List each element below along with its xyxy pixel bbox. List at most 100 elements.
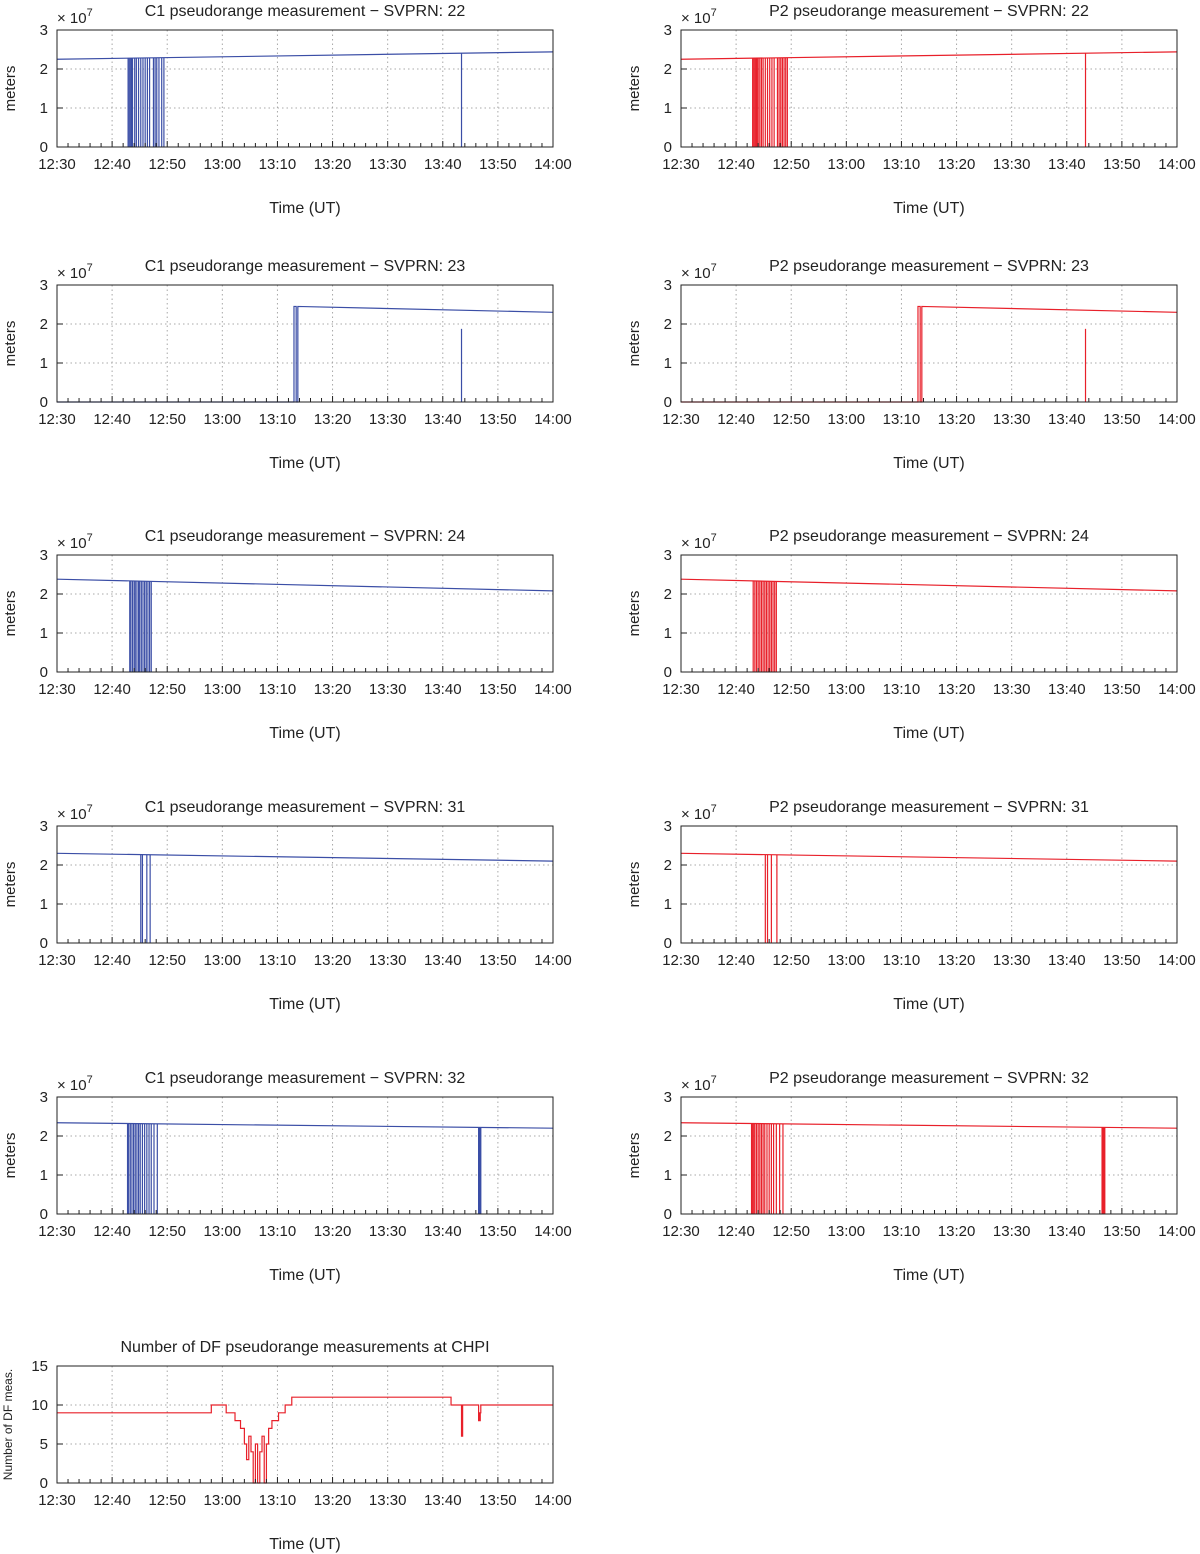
- chart-title: P2 pseudorange measurement − SVPRN: 23: [769, 258, 1089, 275]
- x-tick-label: 12:40: [717, 681, 755, 698]
- x-tick-label: 13:30: [993, 411, 1031, 428]
- y-tick-label: 2: [664, 61, 672, 78]
- x-tick-label: 13:50: [1103, 952, 1141, 969]
- x-tick-label: 14:00: [534, 156, 572, 173]
- chart-title: C1 pseudorange measurement − SVPRN: 24: [145, 528, 466, 545]
- x-tick-label: 13:10: [259, 1223, 297, 1240]
- plot-frame: [56, 1365, 554, 1484]
- series-line-c1: [56, 852, 554, 862]
- x-tick-label: 13:40: [1048, 952, 1086, 969]
- y-axis-label: meters: [626, 591, 643, 637]
- x-tick-label: 13:00: [828, 156, 866, 173]
- y-tick-label: 2: [40, 857, 48, 874]
- y-tick-label: 0: [664, 1206, 672, 1223]
- y-tick-label: 1: [40, 896, 48, 913]
- y-tick-label: 1: [664, 896, 672, 913]
- y-axis-label: meters: [2, 591, 19, 637]
- y-exponent-power: 7: [711, 1074, 717, 1086]
- x-tick-label: 14:00: [1158, 681, 1196, 698]
- x-tick-label: 13:00: [828, 1223, 866, 1240]
- x-tick-label: 13:30: [993, 1223, 1031, 1240]
- x-tick-label: 13:20: [938, 681, 976, 698]
- x-tick-label: 13:20: [938, 952, 976, 969]
- x-axis-label: Time (UT): [269, 996, 340, 1013]
- y-tick-label: 2: [664, 586, 672, 603]
- chart-p2-23: 12:30 12:40 12:50 13:00 13:10 13:20 13:30 13:40…: [626, 258, 1196, 472]
- x-tick-label: 13:20: [314, 411, 352, 428]
- y-tick-label: 0: [664, 394, 672, 411]
- y-tick-label: 2: [40, 61, 48, 78]
- x-tick-label: 14:00: [534, 1492, 572, 1509]
- chart-title: Number of DF pseudorange measurements at…: [120, 1339, 489, 1356]
- y-exponent-power: 7: [87, 532, 93, 544]
- chart-c1-32: 12:30 12:40 12:50 13:00 13:10 13:20 13:30 13:40…: [2, 1070, 572, 1284]
- x-axis-label: Time (UT): [269, 1536, 340, 1553]
- y-tick-label: 0: [664, 935, 672, 952]
- x-axis-label: Time (UT): [269, 455, 340, 472]
- y-tick-label: 1: [664, 1167, 672, 1184]
- x-tick-label: 13:50: [479, 156, 517, 173]
- y-tick-label: 0: [40, 139, 48, 156]
- x-tick-label: 12:40: [717, 1223, 755, 1240]
- chart-df-count: 12:30 12:40 12:50 13:00 13:10 13:20 13:30 13:40…: [1, 1339, 572, 1553]
- y-tick-label: 0: [40, 1475, 48, 1492]
- x-tick-label: 12:30: [662, 952, 700, 969]
- y-exponent-label: × 107: [681, 7, 717, 27]
- y-axis-label: meters: [626, 321, 643, 367]
- x-tick-label: 12:50: [148, 952, 186, 969]
- x-tick-label: 12:50: [772, 156, 810, 173]
- x-tick-label: 13:40: [424, 1223, 462, 1240]
- y-axis-label: meters: [2, 862, 19, 908]
- x-tick-label: 13:50: [479, 1492, 517, 1509]
- y-exponent-power: 7: [711, 803, 717, 815]
- x-tick-label: 13:20: [314, 156, 352, 173]
- x-tick-label: 12:50: [148, 411, 186, 428]
- series-line-c1: [57, 305, 554, 403]
- x-tick-label: 12:50: [148, 681, 186, 698]
- x-tick-label: 13:50: [479, 1223, 517, 1240]
- chart-title: C1 pseudorange measurement − SVPRN: 23: [145, 258, 466, 275]
- x-tick-label: 14:00: [1158, 156, 1196, 173]
- x-tick-label: 12:30: [662, 1223, 700, 1240]
- x-axis-label: Time (UT): [893, 725, 964, 742]
- x-tick-label: 12:50: [772, 411, 810, 428]
- x-tick-label: 13:10: [883, 156, 921, 173]
- y-exponent-power: 7: [711, 7, 717, 19]
- chart-c1-22: 12:30 12:40 12:50 13:00 13:10 13:20 13:30 13:40…: [2, 3, 572, 217]
- x-tick-label: 13:00: [828, 952, 866, 969]
- x-tick-label: 12:40: [717, 411, 755, 428]
- x-tick-label: 12:30: [38, 411, 76, 428]
- x-tick-label: 12:40: [717, 156, 755, 173]
- y-axis-label: meters: [2, 321, 19, 367]
- chart-c1-31: 12:30 12:40 12:50 13:00 13:10 13:20 13:30 13:40…: [2, 799, 572, 1013]
- x-tick-label: 13:00: [204, 952, 242, 969]
- x-tick-label: 13:30: [369, 411, 407, 428]
- x-axis-label: Time (UT): [893, 1267, 964, 1284]
- y-axis-label: meters: [2, 1133, 19, 1179]
- chart-c1-24: 12:30 12:40 12:50 13:00 13:10 13:20 13:30 13:40…: [2, 528, 572, 742]
- x-tick-label: 13:10: [883, 952, 921, 969]
- x-tick-label: 13:10: [259, 681, 297, 698]
- plot-frame: [680, 284, 1178, 403]
- x-tick-label: 13:10: [259, 952, 297, 969]
- x-tick-label: 13:40: [1048, 156, 1086, 173]
- x-tick-label: 13:20: [314, 1223, 352, 1240]
- y-tick-label: 0: [40, 935, 48, 952]
- x-tick-label: 13:50: [479, 952, 517, 969]
- x-tick-label: 13:30: [369, 952, 407, 969]
- series-line-p2: [680, 852, 1178, 862]
- y-tick-label: 2: [664, 857, 672, 874]
- x-tick-label: 13:30: [369, 681, 407, 698]
- y-exponent-label: × 107: [681, 1074, 717, 1094]
- plot-frame: [56, 825, 554, 944]
- x-tick-label: 12:40: [93, 952, 131, 969]
- x-tick-label: 12:30: [662, 156, 700, 173]
- x-tick-label: 13:00: [204, 1492, 242, 1509]
- x-tick-label: 13:20: [938, 156, 976, 173]
- y-tick-label: 15: [31, 1358, 48, 1375]
- y-exponent-label: × 107: [681, 532, 717, 552]
- y-exponent-power: 7: [711, 262, 717, 274]
- x-tick-label: 12:40: [93, 1492, 131, 1509]
- x-tick-label: 13:40: [424, 952, 462, 969]
